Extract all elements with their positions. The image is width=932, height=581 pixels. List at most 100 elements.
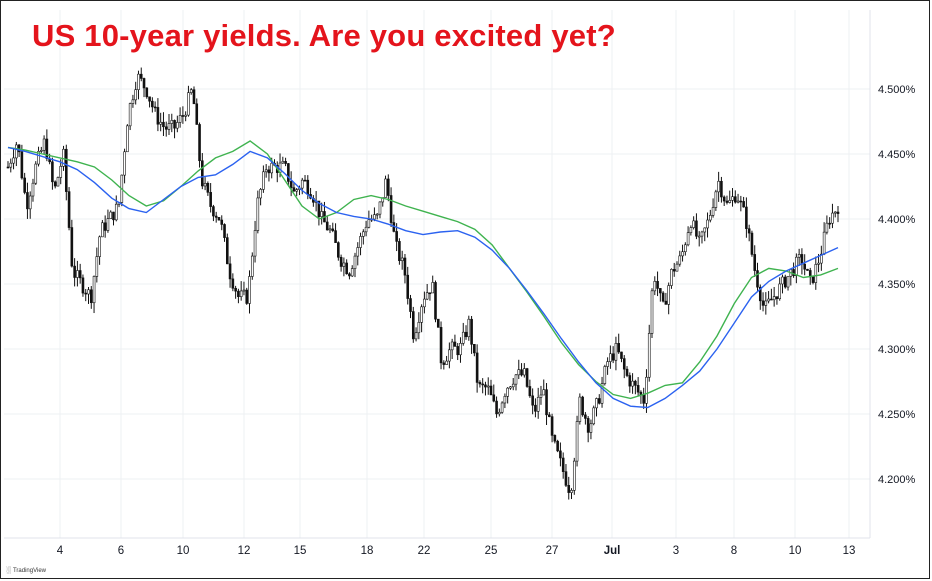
price-bar-body — [611, 353, 615, 361]
price-bar-body — [162, 121, 165, 128]
price-bar-body — [503, 396, 507, 404]
price-bar-body — [642, 394, 645, 404]
price-bar-body — [520, 369, 523, 376]
price-bar-body — [109, 211, 113, 219]
price-bar — [595, 397, 598, 417]
chart-title: US 10-year yields. Are you excited yet? — [32, 18, 616, 53]
price-bar — [342, 257, 346, 277]
price-bar — [348, 272, 351, 280]
price-bar-body — [300, 179, 304, 189]
price-bar — [750, 230, 754, 257]
price-bar-body — [478, 382, 482, 385]
price-bar — [523, 363, 526, 378]
price-bar-body — [31, 182, 35, 197]
price-bar — [478, 380, 482, 388]
price-bar-body — [176, 122, 179, 129]
price-bar-body — [384, 178, 387, 198]
price-bar-body — [187, 92, 190, 116]
branding-label: TradingView — [12, 567, 46, 574]
price-bar — [139, 67, 143, 82]
price-bar-body — [745, 206, 748, 229]
price-bar — [295, 187, 298, 197]
price-bar-body — [714, 191, 718, 208]
price-bar-body — [403, 257, 407, 276]
price-bar-body — [806, 268, 809, 271]
price-bar — [442, 360, 446, 370]
price-bar — [492, 384, 496, 403]
price-bar-body — [389, 195, 393, 223]
price-bar — [431, 275, 435, 294]
price-bar — [606, 357, 609, 375]
price-bar-body — [509, 386, 512, 389]
price-bar — [387, 174, 390, 202]
price-bar — [184, 111, 187, 122]
price-bar-body — [414, 332, 418, 340]
price-bar-body — [539, 394, 543, 398]
price-bar-body — [103, 222, 107, 231]
time-tick-label: 4 — [57, 545, 64, 557]
price-bar — [822, 222, 826, 256]
price-bar — [34, 161, 38, 185]
price-bar-body — [59, 166, 63, 178]
price-bar-body — [95, 256, 99, 277]
price-bar-body — [711, 207, 715, 216]
price-bar-body — [400, 257, 404, 262]
price-bar-body — [586, 418, 590, 433]
price-bar-body — [781, 276, 784, 285]
price-bar-body — [101, 222, 104, 238]
price-bar-body — [220, 219, 224, 225]
price-bar — [164, 121, 168, 137]
price-bar-body — [667, 285, 670, 305]
price-bar-body — [470, 318, 473, 345]
price-bar-body — [553, 435, 557, 442]
price-bar-body — [567, 485, 571, 493]
price-bar — [192, 86, 196, 105]
price-bar-body — [692, 220, 695, 228]
price-bar-body — [264, 169, 268, 173]
price-bar — [151, 97, 154, 113]
price-bar — [114, 195, 118, 222]
price-bar — [736, 193, 740, 204]
price-bar — [473, 343, 476, 357]
price-bar — [584, 412, 587, 425]
price-bar-body — [42, 138, 46, 151]
price-tick-label: 4.450% — [878, 149, 916, 161]
time-tick-label: 18 — [361, 545, 374, 557]
price-bar-body — [761, 300, 765, 306]
price-bar-body — [831, 212, 834, 224]
price-bar — [434, 280, 437, 323]
price-bar-body — [287, 163, 290, 182]
price-bar-body — [281, 161, 285, 164]
price-bar-body — [475, 352, 479, 383]
price-bar-body — [209, 192, 212, 207]
price-bar — [795, 253, 798, 284]
price-bar-body — [6, 166, 10, 169]
time-tick-label: 15 — [294, 545, 307, 557]
price-bar-body — [820, 253, 823, 264]
time-tick-label: 22 — [418, 545, 431, 557]
price-bar — [553, 434, 557, 444]
price-bar — [509, 386, 512, 390]
price-bar — [450, 338, 454, 360]
price-bar-body — [747, 228, 751, 234]
price-bar — [423, 291, 426, 314]
price-bar — [250, 252, 254, 280]
price-bar-body — [725, 200, 729, 203]
price-bar — [531, 388, 534, 415]
price-bar-body — [423, 298, 426, 308]
price-bar-body — [26, 192, 29, 210]
time-tick-label: 12 — [238, 545, 251, 557]
price-bar — [670, 268, 673, 289]
price-bar — [159, 112, 162, 132]
price-bar — [614, 336, 618, 371]
price-bar-body — [431, 282, 435, 294]
price-bar — [609, 345, 612, 369]
price-bar-body — [511, 383, 515, 388]
price-bar — [214, 211, 218, 223]
price-bar-body — [675, 263, 679, 272]
price-bar-body — [811, 276, 815, 283]
time-tick-label: Jul — [604, 545, 621, 557]
price-bar — [198, 122, 201, 168]
price-bar-body — [148, 96, 151, 102]
